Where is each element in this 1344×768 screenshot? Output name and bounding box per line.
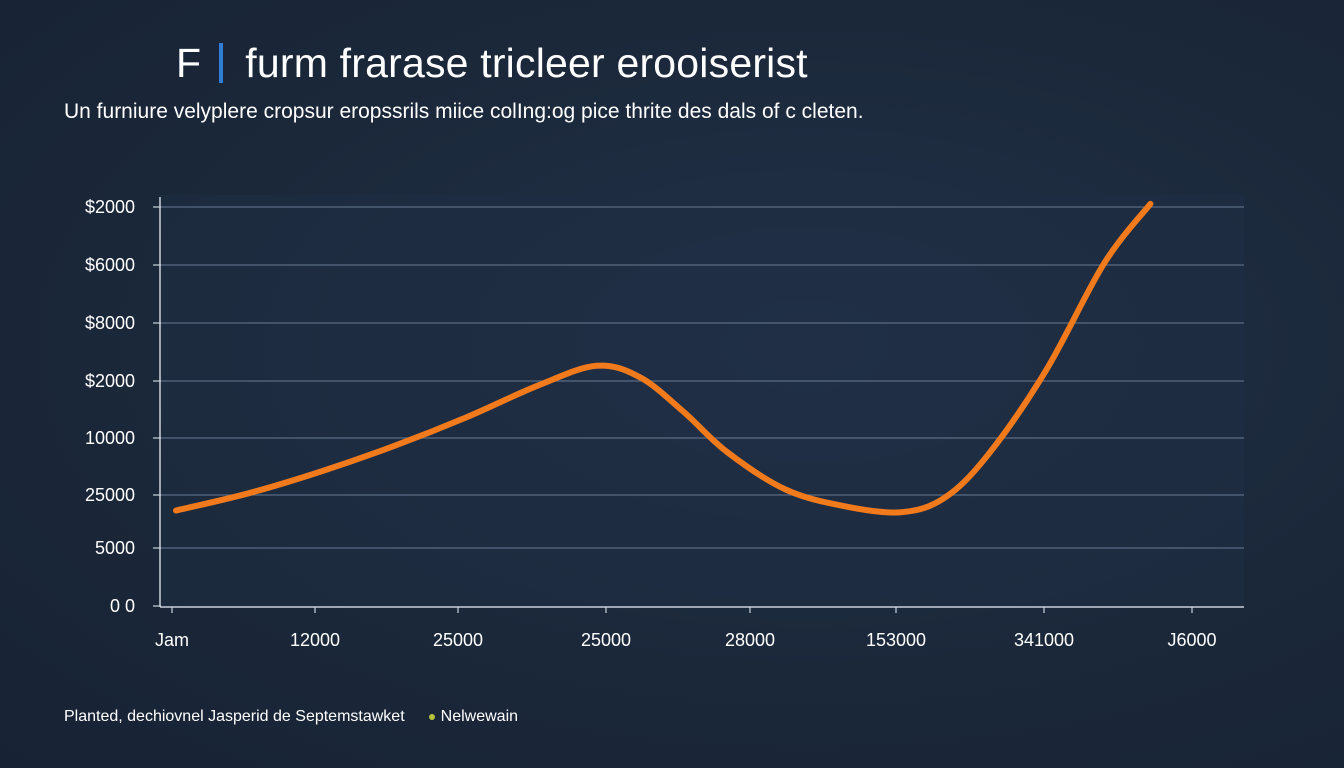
legend-marker (428, 714, 435, 720)
y-tick-label: 10000 (85, 428, 135, 448)
legend-label: Nelwewain (440, 708, 519, 725)
chart-subtitle: Un furniure velyplere cropsur eropssrils… (64, 100, 864, 123)
x-tick-label: Ј6000 (1167, 630, 1216, 650)
y-tick-label: $2000 (85, 197, 135, 217)
footer-note: Planted, dechiovnel Jasperid de Septemst… (64, 708, 405, 725)
x-axis-ticks: Jam 12000 25000 25000 28000 153000 341000 Ј6000 (155, 607, 1217, 650)
y-tick-label: $2000 (85, 371, 135, 391)
x-tick-label: 341000 (1014, 630, 1074, 650)
y-tick-label: 5000 (95, 538, 135, 558)
x-tick-label: 153000 (866, 630, 926, 650)
y-tick-label: $8000 (85, 313, 135, 333)
gridlines (160, 206, 1244, 549)
chart-footer: Planted, dechiovnel Jasperid de Septemst… (64, 708, 518, 726)
x-tick-label: 12000 (290, 630, 340, 650)
x-tick-label: 25000 (581, 630, 631, 650)
x-tick-label: Jam (155, 630, 189, 650)
x-tick-label: 28000 (725, 630, 775, 650)
chart-title: furm frarase tricleer erooiserist (245, 39, 808, 86)
y-tick-label: 0 0 (110, 596, 135, 616)
y-tick-label: $6000 (85, 255, 135, 275)
y-axis-ticks: $2000 $6000 $8000 $2000 10000 25000 5000 0 0 (85, 197, 161, 616)
y-tick-label: 25000 (85, 485, 135, 505)
series-layer (173, 200, 1154, 516)
title-mark: F (176, 39, 202, 86)
x-tick-label: 25000 (433, 630, 483, 650)
title-row: F furm frarase tricleer erooiserist (176, 36, 808, 90)
plot-area (160, 195, 1244, 607)
series-line (173, 200, 1154, 516)
title-divider (219, 43, 224, 83)
